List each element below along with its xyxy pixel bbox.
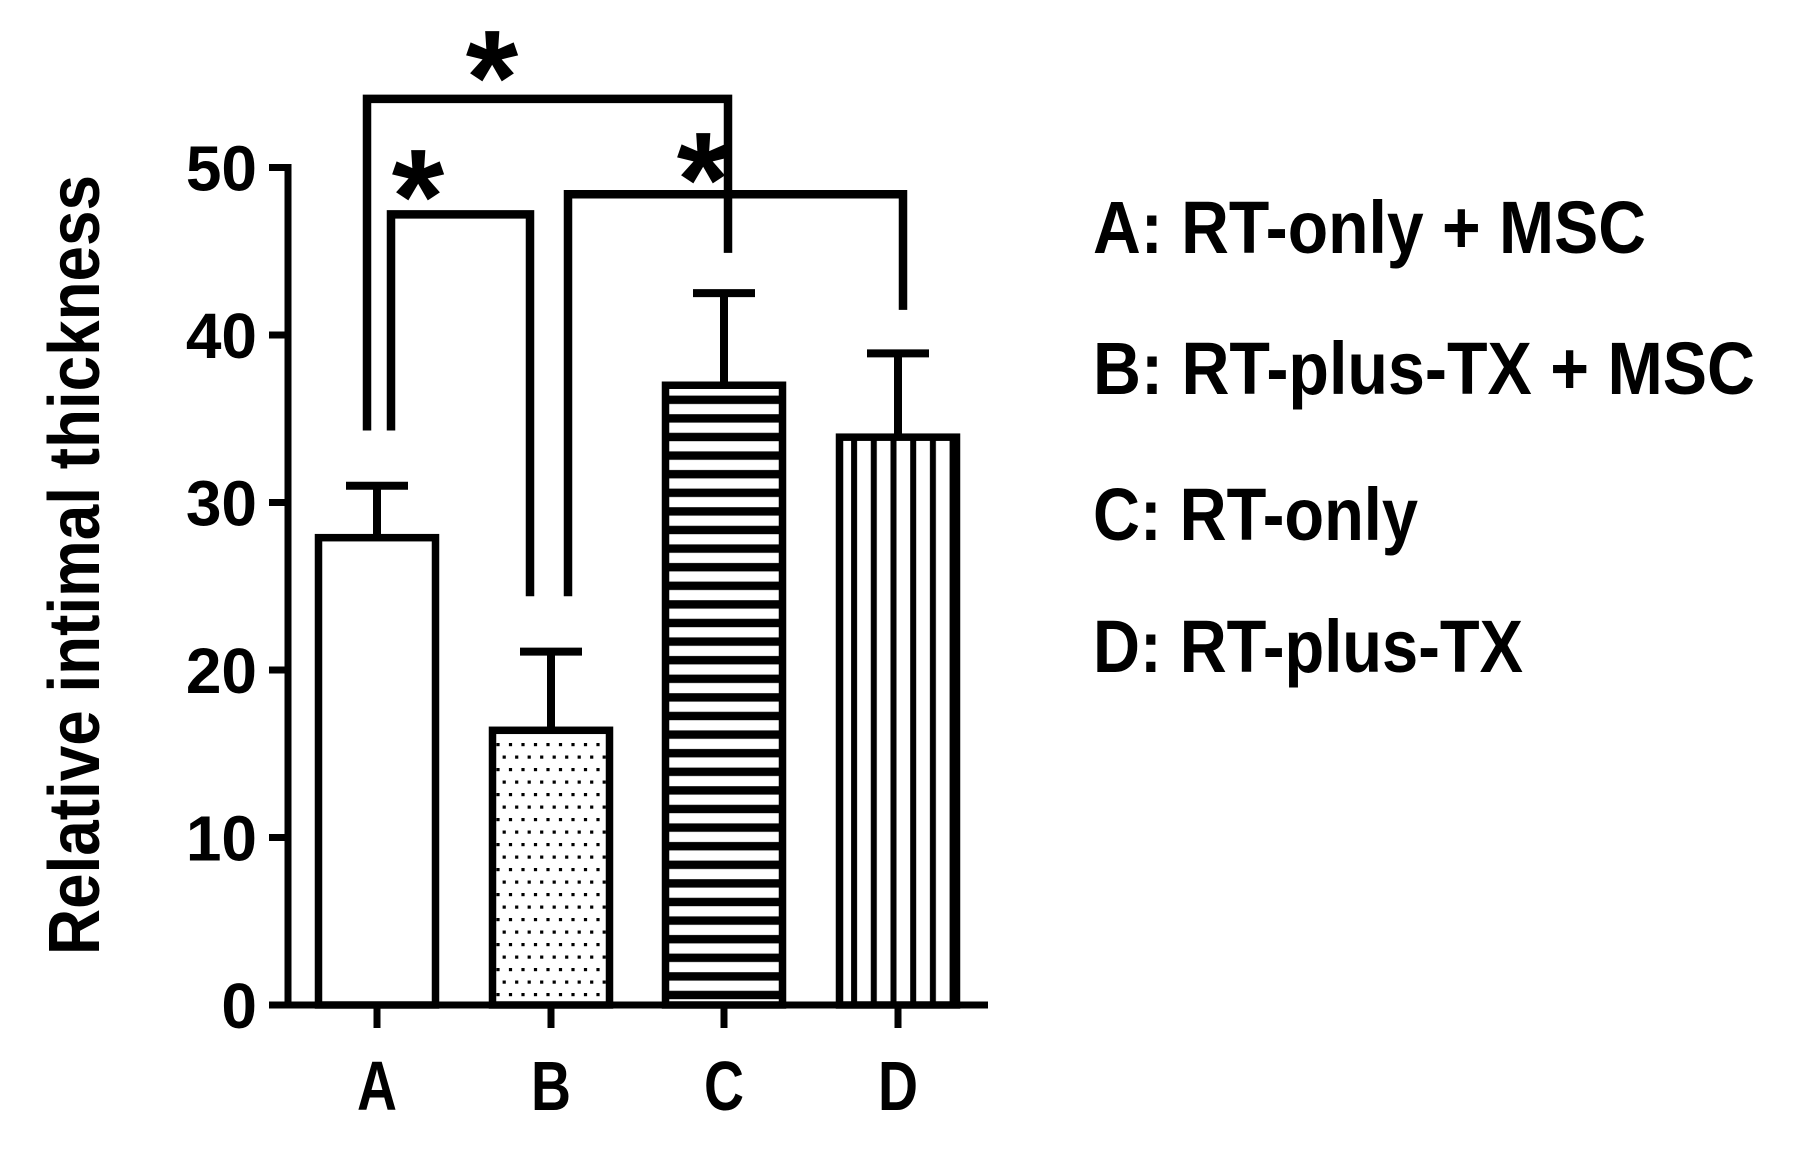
significance-star-A-C: * xyxy=(466,2,519,153)
legend-item-d: D: RT-plus-TX xyxy=(1093,605,1523,688)
bars-group xyxy=(314,381,961,1009)
y-axis-title: Relative intimal thickness xyxy=(35,175,115,955)
significance-bracket-A-C xyxy=(362,94,733,431)
y-tick-label-30: 30 xyxy=(186,468,257,540)
y-tick-label-50: 50 xyxy=(186,133,257,205)
legend-item-a: A: RT-only + MSC xyxy=(1093,186,1646,269)
y-tick-label-10: 10 xyxy=(186,803,257,875)
significance-star-A-B: * xyxy=(392,121,445,272)
x-category-label-B: B xyxy=(531,1047,571,1125)
bar-A xyxy=(314,533,440,1009)
error-bars-group xyxy=(346,289,929,731)
bar-D xyxy=(835,433,961,1009)
bar-B xyxy=(488,726,614,1009)
significance-brackets-group: ** * xyxy=(362,2,908,597)
significance-bracket-A-B xyxy=(386,210,535,597)
bar-C xyxy=(661,381,787,1009)
y-tick-label-0: 0 xyxy=(221,970,257,1042)
significance-star-B-D: * xyxy=(677,104,730,255)
significance-bracket-B-D xyxy=(563,190,908,597)
axis-labels-group: A B C D 0 10 20 30 40 50 xyxy=(186,133,918,1126)
legend-item-c: C: RT-only xyxy=(1093,473,1418,556)
y-tick-label-40: 40 xyxy=(186,300,257,372)
legend-item-b: B: RT-plus-TX + MSC xyxy=(1093,327,1755,410)
legend: A: RT-only + MSC B: RT-plus-TX + MSC C: … xyxy=(1093,186,1755,688)
ticks-group xyxy=(269,164,902,1028)
x-category-label-A: A xyxy=(357,1047,397,1125)
x-category-label-D: D xyxy=(878,1047,918,1125)
y-tick-label-20: 20 xyxy=(186,635,257,707)
x-category-label-C: C xyxy=(704,1047,744,1125)
axes-group xyxy=(284,164,988,1009)
